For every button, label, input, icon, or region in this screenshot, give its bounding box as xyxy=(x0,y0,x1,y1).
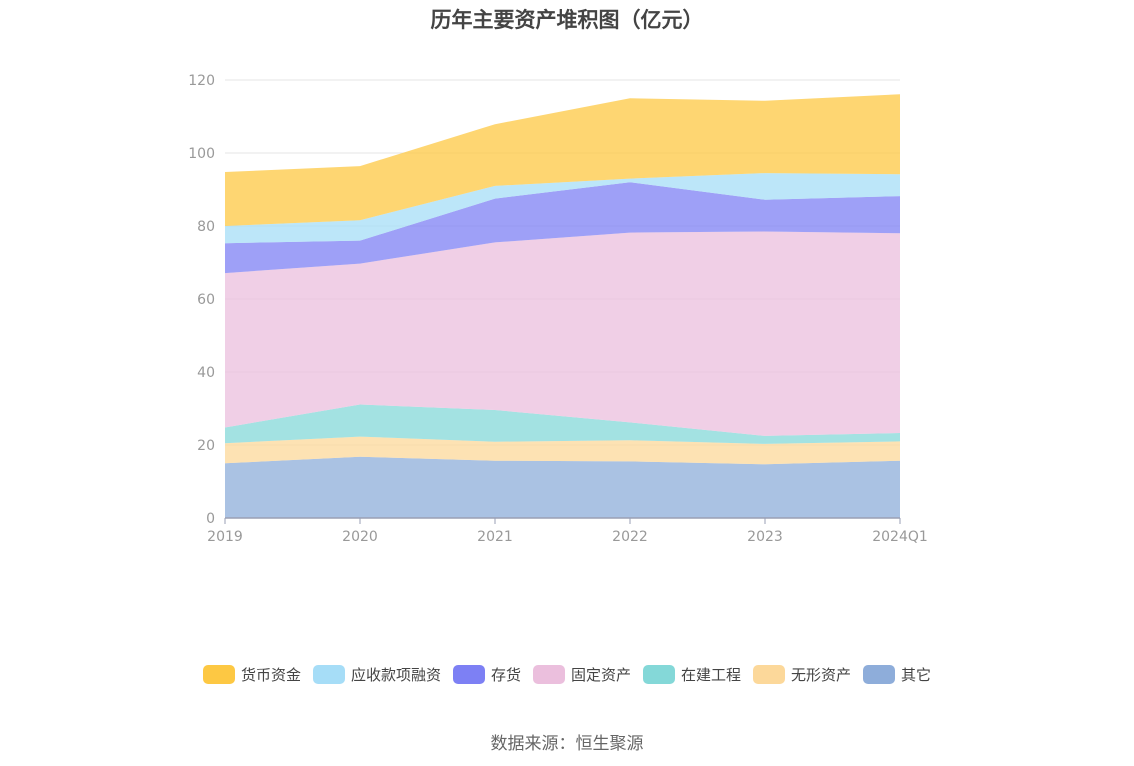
area-series-5[interactable] xyxy=(225,182,900,274)
tick-labels: 0 20 40 60 80 100 120 2019 2020 2021 2022 2023 2024Q… xyxy=(188,73,928,545)
x-tick-label: 2023 xyxy=(747,529,783,545)
legend-item[interactable]: 其它 xyxy=(863,664,931,685)
legend-swatch xyxy=(312,665,345,684)
y-tick-label: 100 xyxy=(188,146,215,162)
legend-item[interactable]: 货币资金 xyxy=(202,664,301,685)
legend-item[interactable]: 在建工程 xyxy=(643,664,741,685)
legend-label: 无形资产 xyxy=(791,666,852,684)
x-tick-label: 2021 xyxy=(477,529,513,545)
legend-swatch xyxy=(202,665,235,684)
legend-label: 其它 xyxy=(901,666,932,684)
y-tick-label: 20 xyxy=(197,438,215,454)
x-tick-label: 2022 xyxy=(612,529,648,545)
y-tick-label: 80 xyxy=(197,219,215,235)
legend-item[interactable]: 无形资产 xyxy=(753,664,851,685)
legend-item[interactable]: 存货 xyxy=(452,664,521,685)
source-note: 数据来源：恒生聚源 xyxy=(490,734,644,754)
area-series-4[interactable] xyxy=(225,231,900,436)
y-tick-label: 40 xyxy=(197,365,215,381)
chart-title: 历年主要资产堆积图（亿元） xyxy=(430,8,704,32)
area-series-3[interactable] xyxy=(225,404,900,444)
legend-swatch xyxy=(532,665,565,684)
area-series-7[interactable] xyxy=(225,94,900,226)
axes xyxy=(224,517,901,524)
legend: 货币资金 应收款项融资 存货 固定资产 在建工程 无形资产 其它 xyxy=(0,664,1134,685)
area-series-group xyxy=(225,94,900,518)
x-tick-label: 2019 xyxy=(207,529,243,545)
legend-label: 货币资金 xyxy=(240,666,301,684)
legend-swatch xyxy=(452,665,485,684)
x-tick-label: 2024Q1 xyxy=(872,529,928,545)
y-tick-label: 60 xyxy=(197,292,215,308)
legend-item[interactable]: 固定资产 xyxy=(532,664,631,685)
y-tick-label: 120 xyxy=(188,73,215,89)
legend-item[interactable]: 应收款项融资 xyxy=(312,664,441,685)
legend-label: 应收款项融资 xyxy=(350,666,441,684)
legend-label: 在建工程 xyxy=(681,666,742,684)
legend-swatch xyxy=(753,665,786,684)
legend-swatch xyxy=(863,665,896,684)
y-tick-label: 0 xyxy=(206,511,215,527)
legend-label: 固定资产 xyxy=(570,666,631,684)
legend-label: 存货 xyxy=(490,666,521,684)
area-series-1[interactable] xyxy=(225,456,900,518)
area-series-2[interactable] xyxy=(225,436,900,465)
area-series-6[interactable] xyxy=(225,173,900,244)
x-tick-label: 2020 xyxy=(342,529,378,545)
legend-swatch xyxy=(643,665,675,684)
